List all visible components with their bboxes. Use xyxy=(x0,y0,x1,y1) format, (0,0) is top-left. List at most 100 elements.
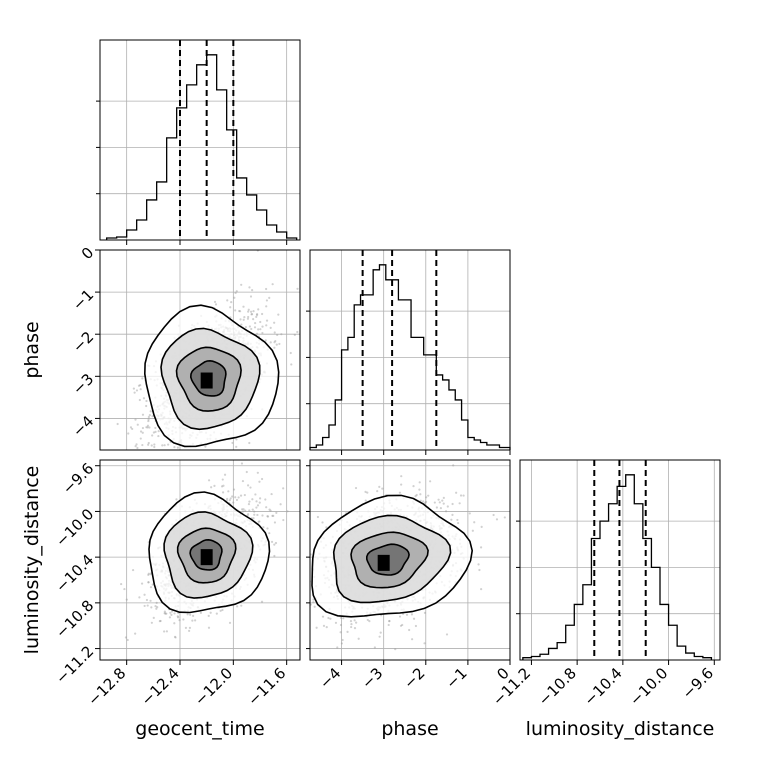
scatter-point xyxy=(473,521,476,524)
scatter-point xyxy=(468,512,471,515)
scatter-point xyxy=(425,496,428,499)
scatter-point xyxy=(210,486,213,489)
scatter-point xyxy=(227,490,230,493)
histogram-step-geocent_time xyxy=(106,54,298,240)
scatter-point xyxy=(268,532,271,535)
scatter-point xyxy=(423,642,426,645)
density-peak xyxy=(377,554,390,571)
scatter-point xyxy=(154,426,157,430)
scatter-point xyxy=(141,431,144,434)
y-tick-label: −10.4 xyxy=(52,551,97,596)
scatter-point xyxy=(157,478,159,480)
scatter-point xyxy=(265,305,268,308)
y-tick-label: −2 xyxy=(69,328,97,356)
scatter-point xyxy=(191,619,194,622)
scatter-point xyxy=(446,505,449,508)
scatter-point xyxy=(258,520,261,523)
scatter-point xyxy=(414,624,418,628)
scatter-point xyxy=(136,423,139,426)
scatter-point xyxy=(229,306,232,309)
scatter-point xyxy=(261,325,264,328)
scatter-point xyxy=(273,543,276,546)
scatter-point xyxy=(114,493,116,495)
scatter-point xyxy=(269,326,272,329)
scatter-point xyxy=(134,418,137,421)
scatter-point xyxy=(253,513,256,516)
scatter-point xyxy=(258,634,260,636)
scatter-point xyxy=(235,498,239,502)
scatter-point xyxy=(277,582,279,584)
scatter-point xyxy=(364,499,367,502)
scatter-point xyxy=(235,438,238,441)
scatter-point xyxy=(208,457,210,459)
scatter-point xyxy=(255,332,259,335)
x-tick-label: −12.0 xyxy=(191,664,236,709)
y-tick-label: −1 xyxy=(69,286,97,314)
y-tick-label: 0 xyxy=(78,244,97,263)
scatter-point xyxy=(379,631,382,634)
scatter-point xyxy=(154,454,156,456)
scatter-point xyxy=(146,424,150,427)
scatter-point xyxy=(171,610,174,613)
scatter-point xyxy=(229,497,232,500)
scatter-point xyxy=(222,484,225,487)
scatter-point xyxy=(125,598,128,601)
scatter-point xyxy=(147,467,149,469)
scatter-point xyxy=(138,596,141,599)
scatter-point xyxy=(181,466,183,468)
scatter-point xyxy=(442,496,445,500)
scatter-point xyxy=(276,333,279,337)
scatter-point xyxy=(237,496,240,499)
scatter-point xyxy=(221,608,224,612)
scatter-point xyxy=(480,525,483,528)
scatter-point xyxy=(242,510,245,513)
scatter-point xyxy=(306,583,308,585)
scatter-point xyxy=(339,623,343,627)
scatter-point xyxy=(178,619,181,622)
scatter-point xyxy=(199,611,202,614)
scatter-point xyxy=(234,496,237,499)
hist-panel-geocent_time xyxy=(96,39,301,241)
scatter-point xyxy=(226,497,229,500)
scatter-point xyxy=(378,635,381,638)
x-tick-label: −10.0 xyxy=(626,664,671,709)
scatter-point xyxy=(152,431,155,434)
panel-frame xyxy=(309,249,511,451)
scatter-point xyxy=(259,328,262,331)
scatter-point xyxy=(141,413,145,416)
scatter-point xyxy=(169,611,172,614)
scatter-point xyxy=(245,470,248,474)
scatter-point xyxy=(261,514,264,517)
scatter-point xyxy=(248,441,251,445)
scatter-point xyxy=(401,623,404,627)
scatter-point xyxy=(405,613,409,616)
y-tick-label: −4 xyxy=(69,412,97,440)
scatter-point xyxy=(273,321,276,324)
scatter-point xyxy=(219,609,222,612)
scatter-point xyxy=(305,550,307,552)
scatter-point xyxy=(152,616,155,620)
scatter-point xyxy=(327,616,330,620)
scatter-point xyxy=(240,604,243,607)
scatter-point xyxy=(412,485,415,488)
scatter-point xyxy=(151,415,154,418)
scatter-point xyxy=(316,515,320,519)
scatter-point xyxy=(265,319,269,322)
scatter-point xyxy=(478,568,481,572)
scatter-point xyxy=(437,498,440,501)
scatter-point xyxy=(455,491,458,494)
scatter-point xyxy=(254,493,257,496)
scatter-point xyxy=(271,283,274,286)
scatter-point xyxy=(253,326,257,329)
scatter-point xyxy=(141,426,145,430)
scatter-point xyxy=(186,458,188,460)
scatter-point xyxy=(251,508,254,511)
scatter-point xyxy=(273,341,276,344)
scatter-point xyxy=(291,615,293,617)
scatter-point xyxy=(246,484,250,487)
scatter-point xyxy=(272,514,275,518)
histogram-step-phase xyxy=(309,264,511,450)
scatter-point xyxy=(336,646,339,649)
scatter-point xyxy=(441,499,444,502)
scatter-point xyxy=(159,619,162,623)
